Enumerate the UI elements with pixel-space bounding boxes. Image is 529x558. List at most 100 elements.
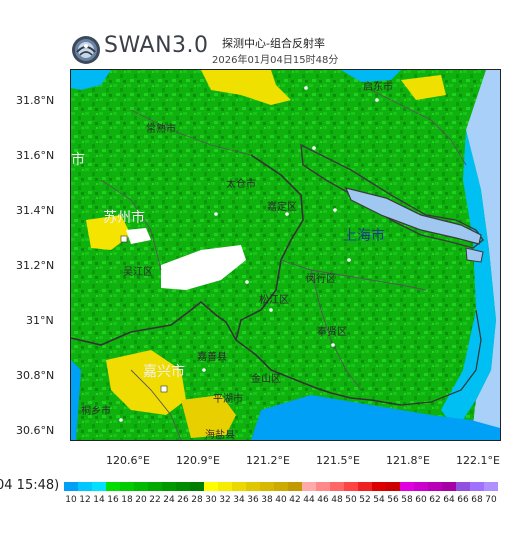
colorbar-cell (344, 482, 358, 491)
lat-label-31-8: 31.8°N (16, 94, 55, 107)
colorbar-cell (484, 482, 498, 491)
colorbar-cell (442, 482, 456, 491)
no-echo-patch-west (126, 228, 151, 244)
reflectivity-colorbar (64, 482, 498, 491)
colorbar-label: 40 (275, 495, 287, 505)
place-label-wujiang: 吴江区 (123, 266, 153, 278)
colorbar-cell (456, 482, 470, 491)
town-dot (269, 308, 273, 312)
colorbar-label: 62 (429, 495, 441, 505)
colorbar-label: 64 (443, 495, 455, 505)
colorbar-label: 26 (177, 495, 189, 505)
colorbar-cell (428, 482, 442, 491)
place-label-left-edge: 市 (71, 151, 85, 168)
colorbar-cell (176, 482, 190, 491)
colorbar-label: 48 (331, 495, 343, 505)
colorbar-label: 28 (191, 495, 203, 505)
radar-map[interactable]: 启东市 常熟市 太仓市 嘉定区 上海市 苏州市 吴江区 闵行区 松江区 奉贤区 … (70, 69, 501, 441)
echo-yellow-northeast (401, 75, 446, 100)
town-dot (285, 212, 289, 216)
town-dot (119, 418, 123, 422)
town-dot (331, 343, 335, 347)
radar-map-canvas: 启东市 常熟市 太仓市 嘉定区 上海市 苏州市 吴江区 闵行区 松江区 奉贤区 … (71, 70, 500, 440)
colorbar-cell (316, 482, 330, 491)
colorbar-label: 60 (415, 495, 427, 505)
colorbar-label: 38 (261, 495, 273, 505)
echo-yellow-west (86, 215, 131, 250)
lat-label-31-6: 31.6°N (16, 149, 55, 162)
colorbar-cell (288, 482, 302, 491)
lon-label-121-2: 121.2°E (246, 454, 290, 467)
colorbar-label: 24 (163, 495, 175, 505)
colorbar-cell (218, 482, 232, 491)
lat-label-30-6: 30.6°N (16, 424, 55, 437)
lon-label-121-5: 121.5°E (316, 454, 360, 467)
colorbar-label: 12 (79, 495, 91, 505)
place-label-fengxian: 奉贤区 (317, 325, 347, 338)
colorbar-cell (64, 482, 78, 491)
colorbar-label: 16 (107, 495, 119, 505)
page-title: 探测中心-组合反射率 (222, 37, 325, 50)
lat-label-30-8: 30.8°N (16, 369, 55, 382)
town-dot (347, 258, 351, 262)
colorbar-label: 66 (457, 495, 469, 505)
colorbar-cell (148, 482, 162, 491)
town-dot (375, 98, 379, 102)
colorbar-cell (78, 482, 92, 491)
district-boundary-3 (130, 109, 252, 156)
colorbar-label: 46 (317, 495, 329, 505)
colorbar-label: 58 (401, 495, 413, 505)
colorbar-cell (386, 482, 400, 491)
colorbar-cell (92, 482, 106, 491)
sea-area-east (466, 70, 500, 440)
colorbar-cell (274, 482, 288, 491)
swan-logo-icon (72, 36, 100, 64)
lon-label-121-8: 121.8°E (386, 454, 430, 467)
place-label-jiaxing: 嘉兴市 (143, 363, 185, 380)
place-label-jiading: 嘉定区 (267, 200, 297, 213)
echo-cyan-east (441, 130, 496, 430)
colorbar-cell (330, 482, 344, 491)
colorbar-cell (400, 482, 414, 491)
place-label-changshu: 常熟市 (146, 122, 176, 135)
city-marker-jiaxing (160, 385, 168, 393)
colorbar-cell (246, 482, 260, 491)
place-label-tongxiang: 桐乡市 (81, 404, 111, 417)
colorbar-cell (358, 482, 372, 491)
colorbar-cell (232, 482, 246, 491)
colorbar-label: 50 (345, 495, 357, 505)
colorbar-cell (414, 482, 428, 491)
place-label-jiashan: 嘉善县 (197, 350, 227, 363)
brand-name: SWAN3.0 (104, 33, 209, 58)
colorbar-label: 68 (471, 495, 483, 505)
echo-blue-south (251, 395, 500, 440)
place-label-songjiang: 松江区 (259, 293, 289, 306)
city-marker-suzhou (120, 235, 128, 243)
town-dot (304, 86, 308, 90)
colorbar-label: 14 (93, 495, 105, 505)
district-boundary-1 (280, 259, 427, 291)
lat-label-31-2: 31.2°N (16, 259, 55, 272)
colorbar-cell (204, 482, 218, 491)
colorbar-label: 20 (135, 495, 147, 505)
colorbar-label: 52 (359, 495, 371, 505)
yangtze-estuary (300, 143, 484, 249)
colorbar-cell (162, 482, 176, 491)
colorbar-cell (260, 482, 274, 491)
colorbar-label: 10 (65, 495, 77, 505)
colorbar-label: 44 (303, 495, 315, 505)
town-dot (245, 280, 249, 284)
shanghai-boundary (235, 154, 304, 341)
place-label-suzhou: 苏州市 (103, 209, 145, 226)
colorbar-label: 32 (219, 495, 231, 505)
no-echo-patch-central (161, 245, 246, 290)
colorbar-label: 18 (121, 495, 133, 505)
echo-blue-north (71, 70, 111, 90)
echo-blue-northeast (341, 70, 401, 82)
echo-yellow-jiaxing (106, 350, 186, 415)
coastline-south (400, 309, 482, 406)
legend-time-fragment: 04 15:48) (0, 478, 60, 493)
town-dot (312, 146, 316, 150)
colorbar-label: 54 (373, 495, 385, 505)
lon-label-120-6: 120.6°E (106, 454, 150, 467)
